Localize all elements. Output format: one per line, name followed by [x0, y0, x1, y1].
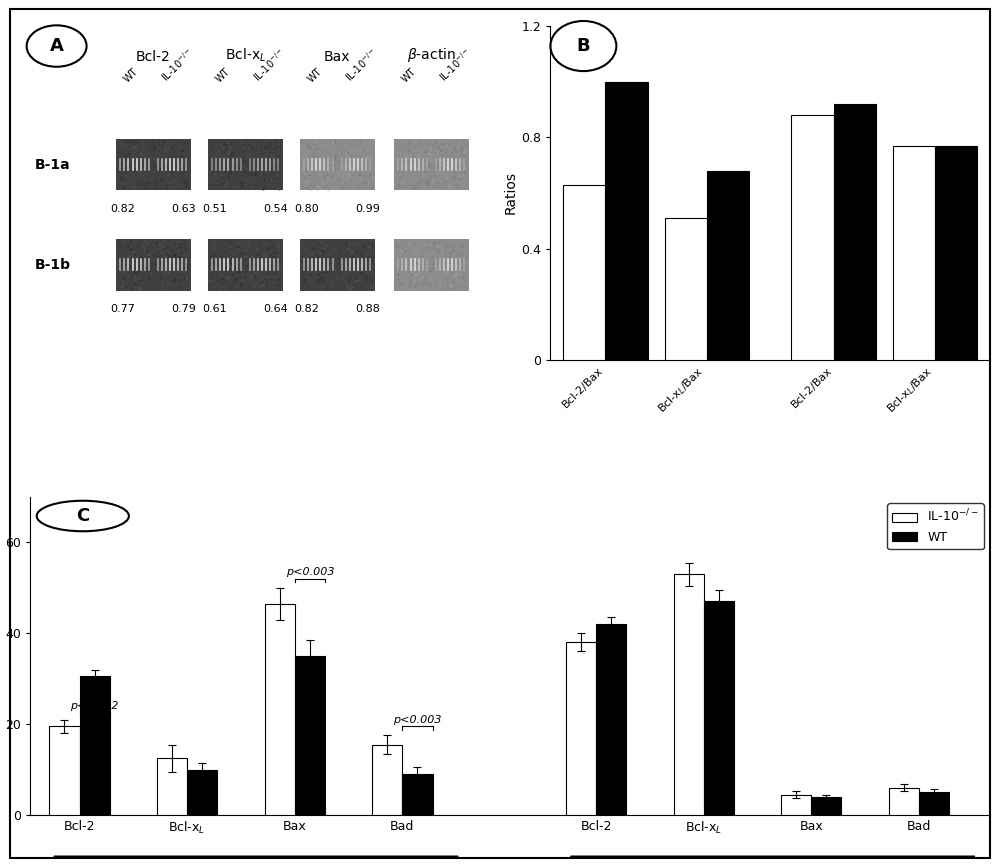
Text: p<0.003: p<0.003: [286, 567, 334, 577]
Bar: [605, 81, 648, 360]
Bar: [49, 727, 80, 815]
Bar: [704, 602, 734, 815]
Bar: [563, 185, 605, 360]
Bar: [781, 794, 811, 815]
Bar: [295, 656, 325, 815]
Bar: [893, 146, 935, 360]
Bar: [919, 792, 949, 815]
Bar: [80, 676, 110, 815]
Text: 0.64: 0.64: [263, 304, 288, 314]
Bar: [596, 624, 626, 815]
Bar: [394, 239, 469, 290]
Bar: [402, 774, 433, 815]
Legend: IL-10$^{-/-}$, WT: IL-10$^{-/-}$, WT: [887, 503, 984, 549]
Text: 0.61: 0.61: [202, 304, 227, 314]
Bar: [208, 239, 283, 290]
Bar: [394, 139, 469, 191]
Text: WT: WT: [122, 67, 140, 84]
Bar: [791, 115, 834, 360]
Y-axis label: Ratios: Ratios: [503, 172, 517, 214]
Text: WT: WT: [306, 67, 324, 84]
Bar: [157, 758, 187, 815]
Text: 0.63: 0.63: [171, 204, 196, 214]
Bar: [889, 788, 919, 815]
Text: IL-10$^{-/-}$: IL-10$^{-/-}$: [342, 46, 380, 84]
Text: Bax: Bax: [324, 50, 350, 64]
Bar: [834, 104, 876, 360]
Text: 0.80: 0.80: [294, 204, 319, 214]
Text: WT: WT: [400, 67, 418, 84]
Text: C: C: [76, 507, 89, 525]
Text: 0.88: 0.88: [355, 304, 380, 314]
Bar: [300, 239, 375, 290]
Text: 0.51: 0.51: [202, 204, 227, 214]
Bar: [116, 239, 191, 290]
Bar: [116, 139, 191, 191]
Text: IL-10$^{-/-}$: IL-10$^{-/-}$: [158, 46, 197, 84]
Bar: [265, 603, 295, 815]
Bar: [674, 574, 704, 815]
Bar: [665, 218, 707, 360]
Text: $\beta$-actin: $\beta$-actin: [407, 47, 456, 64]
Text: A: A: [50, 37, 64, 55]
Text: Bcl-2: Bcl-2: [136, 50, 171, 64]
Text: 0.77: 0.77: [110, 304, 135, 314]
Text: B: B: [577, 37, 590, 55]
Text: 0.82: 0.82: [294, 304, 319, 314]
Bar: [707, 171, 749, 360]
Bar: [187, 770, 217, 815]
Text: IL-10$^{-/-}$: IL-10$^{-/-}$: [250, 46, 289, 84]
Text: B-1b: B-1b: [35, 257, 71, 271]
Text: p<0.002: p<0.002: [70, 701, 119, 712]
Text: B-1a: B-1a: [35, 158, 70, 172]
Bar: [935, 146, 977, 360]
Text: 0.82: 0.82: [110, 204, 135, 214]
Text: 0.99: 0.99: [355, 204, 380, 214]
Bar: [300, 139, 375, 191]
Text: 0.54: 0.54: [263, 204, 288, 214]
Bar: [208, 139, 283, 191]
Text: 0.79: 0.79: [171, 304, 196, 314]
Bar: [372, 745, 402, 815]
Bar: [811, 797, 841, 815]
Text: Bcl-x$_L$: Bcl-x$_L$: [225, 47, 266, 64]
Text: IL-10$^{-/-}$: IL-10$^{-/-}$: [436, 46, 475, 84]
Text: WT: WT: [214, 67, 232, 84]
Bar: [566, 642, 596, 815]
Text: p<0.003: p<0.003: [393, 715, 442, 725]
